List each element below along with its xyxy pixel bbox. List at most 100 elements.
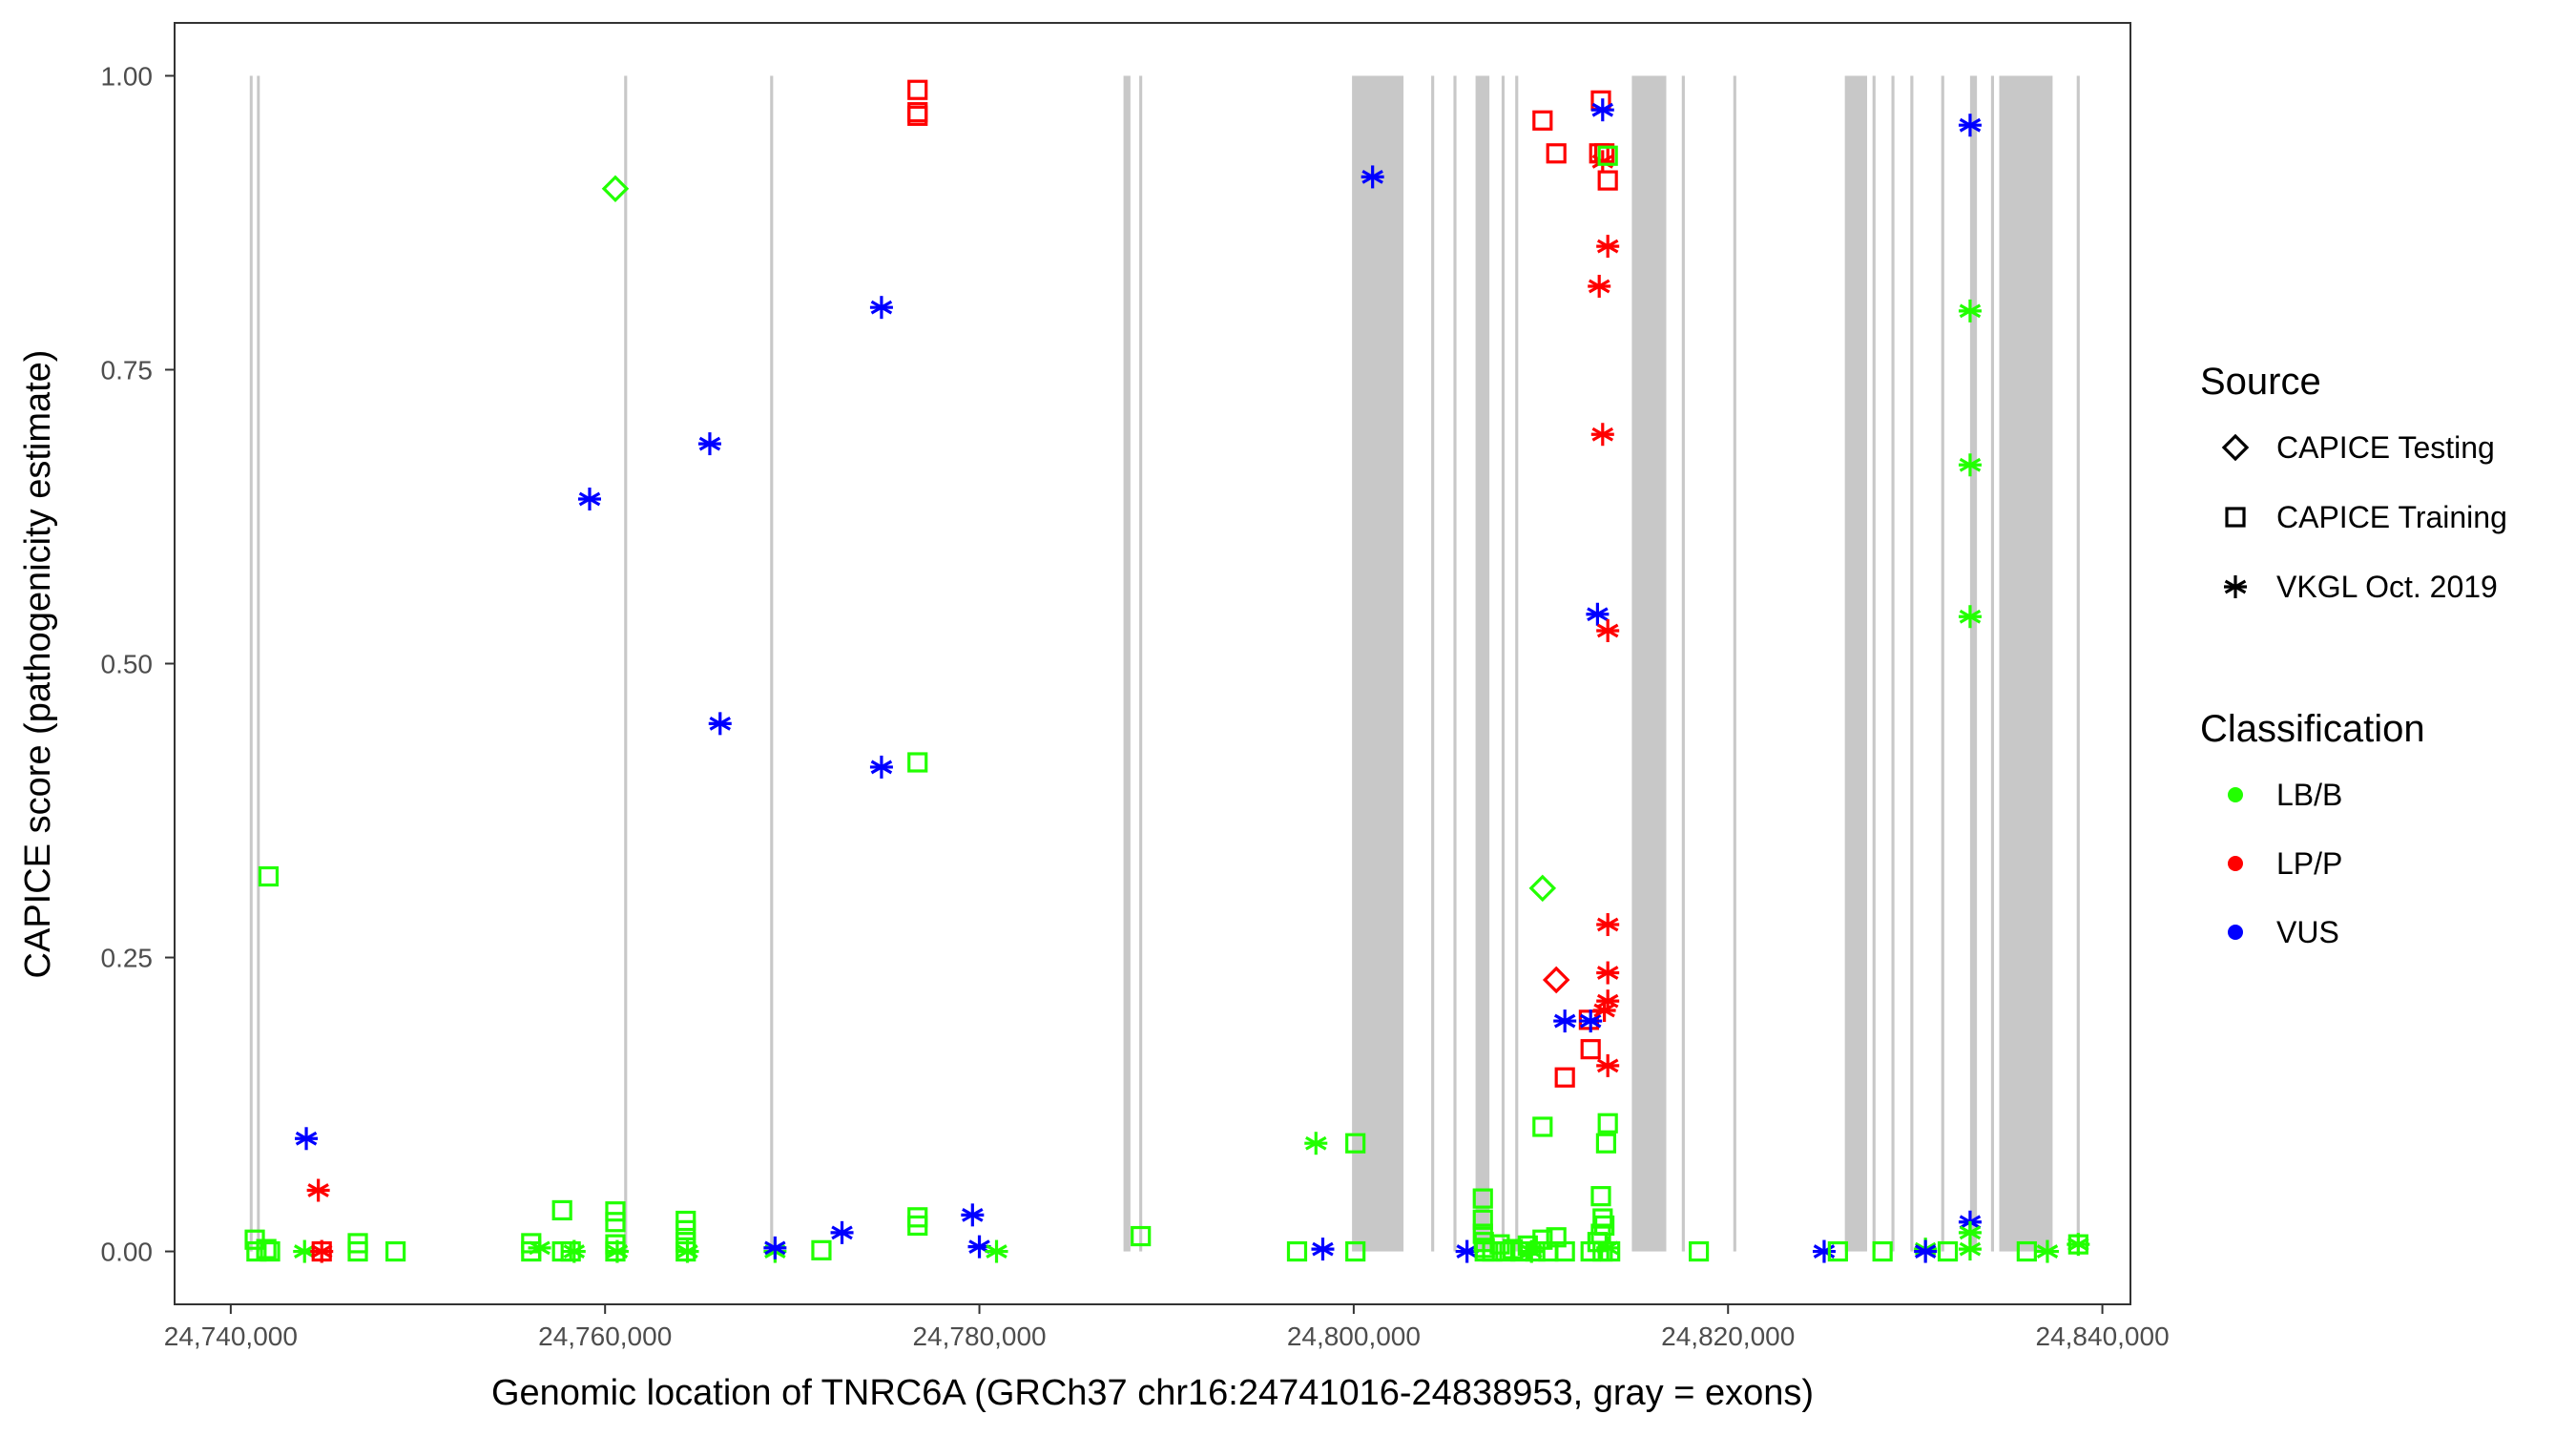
- exon-band: [1453, 75, 1457, 1252]
- square-marker-shape: [1472, 1209, 1493, 1230]
- data-point: [907, 1215, 928, 1237]
- data-point: [605, 1201, 626, 1222]
- x-axis-title: Genomic location of TNRC6A (GRCh37 chr16…: [491, 1373, 1814, 1413]
- data-point: [1596, 913, 1620, 937]
- data-point: [1958, 114, 1982, 137]
- data-point: [1595, 1133, 1617, 1154]
- legend-color-dot: [2228, 856, 2243, 871]
- data-point: [577, 488, 601, 511]
- data-point: [1472, 1209, 1493, 1230]
- data-point: [1532, 1229, 1553, 1250]
- data-point: [1958, 299, 1982, 323]
- square-marker-shape: [2225, 507, 2246, 528]
- y-axis: 0.00 0.25 0.50 0.75 1.00: [101, 61, 175, 1267]
- data-point: [1361, 165, 1384, 189]
- exon-band: [1123, 75, 1131, 1252]
- data-point: [1286, 1240, 1308, 1262]
- data-point: [1580, 1039, 1601, 1060]
- exon-band: [1352, 75, 1404, 1252]
- data-point: [675, 1219, 696, 1240]
- data-point: [1592, 1208, 1613, 1229]
- x-axis: 24,740,000 24,760,000 24,780,000 24,800,000…: [164, 1304, 2170, 1351]
- data-point: [1688, 1240, 1710, 1262]
- data-point: [1554, 1240, 1575, 1262]
- legend-diamond-key: [2221, 433, 2250, 462]
- square-marker-shape: [258, 865, 280, 887]
- data-point: [675, 1239, 699, 1263]
- data-point: [1592, 998, 1616, 1022]
- data-point: [1596, 619, 1620, 643]
- data-point: [961, 1203, 985, 1227]
- exon-band: [249, 75, 253, 1252]
- x-tick-label: 24,760,000: [538, 1322, 672, 1351]
- data-point: [1345, 1240, 1366, 1262]
- data-point: [1872, 1240, 1893, 1262]
- square-marker-shape: [1937, 1240, 1959, 1262]
- exon-band: [770, 75, 774, 1252]
- x-tick-label: 24,820,000: [1661, 1322, 1795, 1351]
- legend-asterisk-key: [2224, 575, 2247, 598]
- legend-class-label: VUS: [2276, 915, 2339, 949]
- data-point: [1593, 1215, 1615, 1237]
- data-point: [551, 1199, 572, 1221]
- square-marker-shape: [907, 752, 928, 773]
- data-point: [1827, 1240, 1848, 1262]
- x-tick-label: 24,800,000: [1287, 1322, 1421, 1351]
- data-point: [1586, 602, 1610, 626]
- data-point: [2016, 1240, 2037, 1262]
- exon-band: [257, 75, 260, 1252]
- square-marker-shape: [1131, 1225, 1152, 1247]
- square-marker-shape: [1595, 1133, 1617, 1154]
- square-marker-shape: [1600, 1240, 1621, 1262]
- exon-band: [1891, 75, 1895, 1252]
- exon-band: [1941, 75, 1944, 1252]
- exon-band: [1475, 75, 1490, 1252]
- data-point: [697, 432, 721, 456]
- square-marker-shape: [605, 1201, 626, 1222]
- data-point: [763, 1236, 787, 1259]
- data-point: [830, 1220, 854, 1244]
- data-point: [907, 79, 928, 100]
- square-marker-shape: [1546, 143, 1567, 164]
- square-marker-shape: [907, 1215, 928, 1237]
- square-marker-shape: [1592, 1208, 1613, 1229]
- exon-layer: [249, 75, 2080, 1252]
- data-point: [1958, 605, 1982, 629]
- data-point: [1554, 1067, 1575, 1088]
- data-point: [1590, 1186, 1611, 1207]
- exon-band: [1631, 75, 1667, 1252]
- y-tick-label: 0.75: [101, 355, 154, 385]
- square-marker-shape: [1827, 1240, 1848, 1262]
- square-marker-shape: [551, 1199, 572, 1221]
- legend-class-label: LB/B: [2276, 778, 2342, 812]
- y-axis-title: CAPICE score (pathogenicity estimate): [18, 350, 58, 979]
- square-marker-shape: [675, 1219, 696, 1240]
- exon-band: [624, 75, 628, 1252]
- y-tick-label: 0.50: [101, 650, 154, 679]
- square-marker-shape: [1472, 1188, 1493, 1209]
- x-tick-label: 24,780,000: [912, 1322, 1046, 1351]
- legend-class-label: LP/P: [2276, 846, 2342, 881]
- square-marker-shape: [1532, 1116, 1553, 1137]
- data-point: [1345, 1133, 1366, 1154]
- legend: Source Classification CAPICE Testing CAPI…: [2200, 361, 2507, 949]
- square-marker-shape: [1593, 1215, 1615, 1237]
- data-point: [1532, 110, 1553, 131]
- exon-band: [1999, 75, 2053, 1252]
- exon-band: [1969, 75, 1978, 1252]
- data-point: [1597, 170, 1618, 191]
- data-point: [1597, 1113, 1618, 1134]
- data-point: [1590, 98, 1614, 122]
- data-point: [1532, 1116, 1553, 1137]
- data-point: [1593, 143, 1615, 164]
- square-marker-shape: [1532, 1229, 1553, 1250]
- square-marker-shape: [1688, 1240, 1710, 1262]
- square-marker-shape: [1532, 110, 1553, 131]
- data-point: [562, 1239, 586, 1263]
- data-point: [260, 1240, 280, 1262]
- square-marker-shape: [1489, 1234, 1510, 1255]
- legend-source-label: CAPICE Testing: [2276, 430, 2495, 465]
- x-tick-label: 24,840,000: [2036, 1322, 2170, 1351]
- data-point: [258, 865, 280, 887]
- square-marker-shape: [1554, 1240, 1575, 1262]
